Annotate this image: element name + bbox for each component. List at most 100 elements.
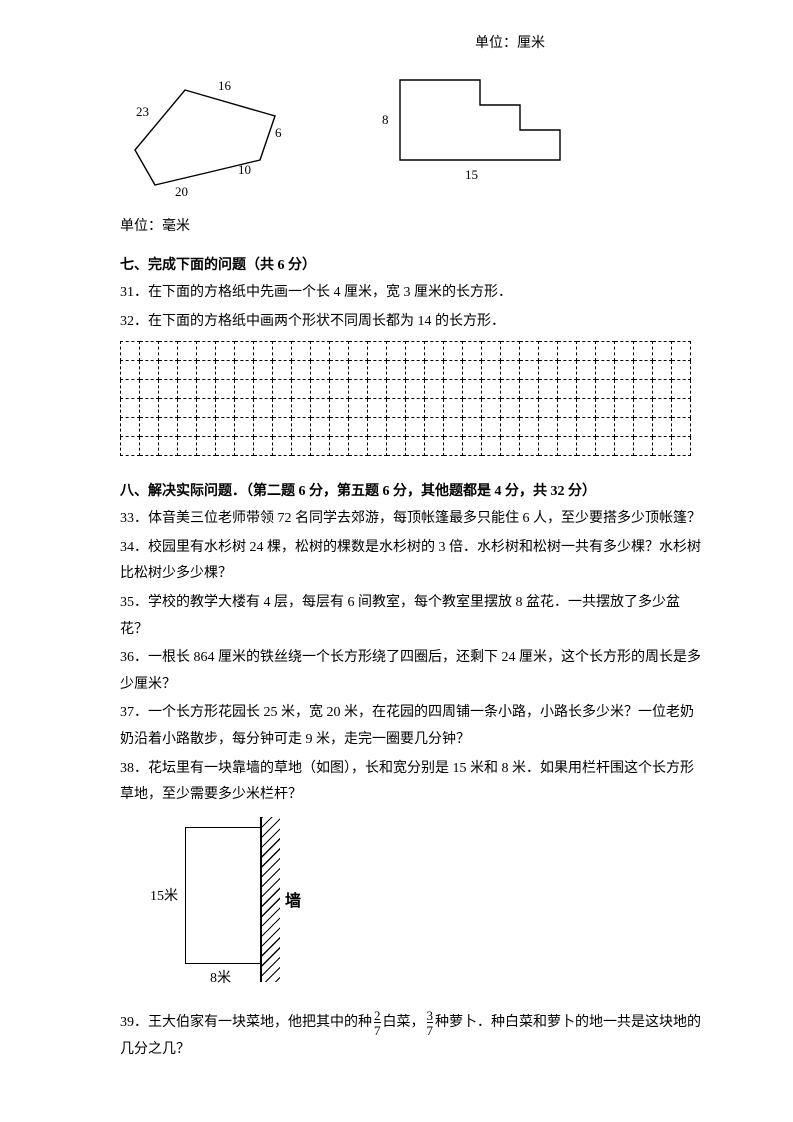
grid-cell xyxy=(577,361,596,380)
label-20: 20 xyxy=(175,184,188,200)
grid-cell xyxy=(634,418,653,437)
label-10: 10 xyxy=(238,162,251,178)
grid-cell xyxy=(216,380,235,399)
grid-cell xyxy=(273,342,292,361)
grid-cell xyxy=(615,418,634,437)
grid-cell xyxy=(482,380,501,399)
grid-cell xyxy=(672,399,691,418)
grid-cell xyxy=(501,361,520,380)
grid-cell xyxy=(634,361,653,380)
grid-cell xyxy=(406,380,425,399)
q39-part-a: 39．王大伯家有一块菜地，他把其中的种 xyxy=(120,1015,372,1030)
unit-mm: 单位：毫米 xyxy=(120,215,190,235)
grid-cell xyxy=(349,342,368,361)
grid-cell xyxy=(425,342,444,361)
grid-cell xyxy=(558,342,577,361)
grid-cell xyxy=(216,437,235,456)
grid-cell xyxy=(387,437,406,456)
grid-cell xyxy=(539,437,558,456)
grid-cell xyxy=(634,437,653,456)
grid-cell xyxy=(615,399,634,418)
grid-cell xyxy=(615,380,634,399)
grid-cell xyxy=(235,342,254,361)
grid-cell xyxy=(254,418,273,437)
grid-cell xyxy=(254,342,273,361)
grid-cell xyxy=(425,399,444,418)
grid-cell xyxy=(292,342,311,361)
grid-cell xyxy=(292,418,311,437)
grid-cell xyxy=(273,380,292,399)
grid-cell xyxy=(197,418,216,437)
question-37: 37．一个长方形花园长 25 米，宽 20 米，在花园的四周铺一条小路，小路长多… xyxy=(120,700,703,753)
grid-paper xyxy=(120,341,691,456)
grid-cell xyxy=(349,418,368,437)
grid-cell xyxy=(501,342,520,361)
grid-cell xyxy=(368,399,387,418)
grid-cell xyxy=(197,342,216,361)
grid-cell xyxy=(273,361,292,380)
grid-cell xyxy=(197,437,216,456)
grid-cell xyxy=(653,361,672,380)
pentagon-shape xyxy=(135,90,275,185)
label-16: 16 xyxy=(218,78,231,94)
grid-cell xyxy=(672,380,691,399)
wall-hatch xyxy=(262,817,280,982)
grid-cell xyxy=(425,418,444,437)
grid-cell xyxy=(653,399,672,418)
grid-cell xyxy=(178,437,197,456)
grid-cell xyxy=(159,361,178,380)
grid-cell xyxy=(140,361,159,380)
frac-3-7: 37 xyxy=(427,1009,434,1037)
label-15m: 15米 xyxy=(150,885,178,905)
grid-cell xyxy=(178,399,197,418)
grid-cell xyxy=(197,399,216,418)
grid-cell xyxy=(387,399,406,418)
grid-cell xyxy=(140,342,159,361)
unit-cm: 单位：厘米 xyxy=(475,32,545,52)
grid-cell xyxy=(159,342,178,361)
grid-cell xyxy=(387,418,406,437)
question-31: 31．在下面的方格纸中先画一个长 4 厘米，宽 3 厘米的长方形． xyxy=(120,280,703,307)
grid-cell xyxy=(349,399,368,418)
figure-pentagon: 16 23 6 10 20 单位：毫米 xyxy=(120,70,290,230)
grid-cell xyxy=(634,399,653,418)
grid-cell xyxy=(653,418,672,437)
grid-cell xyxy=(520,342,539,361)
grid-cell xyxy=(577,399,596,418)
grid-cell xyxy=(539,399,558,418)
grid-cell xyxy=(368,361,387,380)
grid-cell xyxy=(292,361,311,380)
grid-cell xyxy=(482,342,501,361)
grid-cell xyxy=(140,437,159,456)
grid-cell xyxy=(596,399,615,418)
grid-cell xyxy=(672,418,691,437)
grid-cell xyxy=(501,399,520,418)
grid-cell xyxy=(596,418,615,437)
grid-cell xyxy=(178,361,197,380)
grid-cell xyxy=(425,361,444,380)
grid-cell xyxy=(254,437,273,456)
grid-cell xyxy=(159,437,178,456)
grid-cell xyxy=(140,418,159,437)
grid-cell xyxy=(121,418,140,437)
grid-cell xyxy=(558,361,577,380)
grid-cell xyxy=(634,380,653,399)
grid-cell xyxy=(463,399,482,418)
grid-cell xyxy=(254,399,273,418)
grid-cell xyxy=(197,380,216,399)
question-34: 34．校园里有水杉树 24 棵，松树的棵数是水杉树的 3 倍．水杉树和松树一共有… xyxy=(120,535,703,588)
grid-cell xyxy=(178,342,197,361)
grid-cell xyxy=(558,380,577,399)
grid-cell xyxy=(444,437,463,456)
grid-cell xyxy=(558,437,577,456)
grid-cell xyxy=(330,399,349,418)
grid-cell xyxy=(235,437,254,456)
grid-cell xyxy=(615,342,634,361)
grid-cell xyxy=(634,342,653,361)
grid-cell xyxy=(387,380,406,399)
pentagon-svg xyxy=(120,70,290,200)
grid-cell xyxy=(311,418,330,437)
label-23: 23 xyxy=(136,104,149,120)
grid-cell xyxy=(292,380,311,399)
figure-staircase: 单位：厘米 8 15 xyxy=(380,70,580,230)
